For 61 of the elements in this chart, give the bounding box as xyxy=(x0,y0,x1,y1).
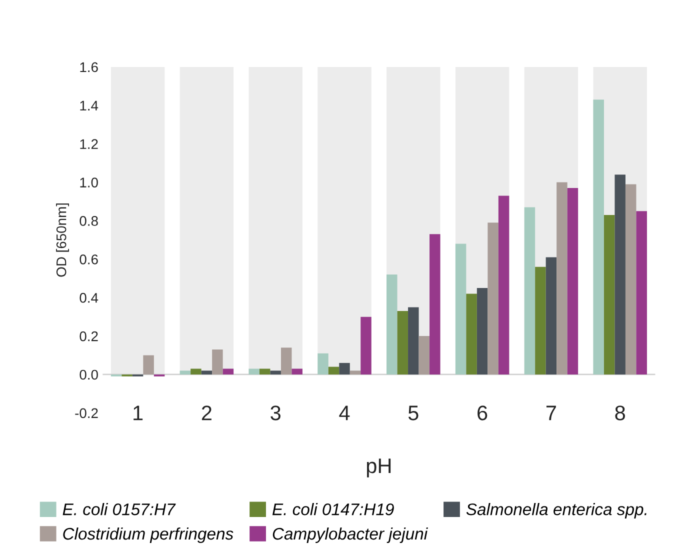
x-tick-label: 3 xyxy=(270,406,280,420)
bar xyxy=(292,368,302,374)
bar xyxy=(455,244,466,374)
bar xyxy=(524,207,536,374)
x-tick-label: 1 xyxy=(134,406,143,420)
bar xyxy=(614,174,626,374)
bar xyxy=(360,316,372,374)
bar xyxy=(418,336,430,374)
legend-label: Salmonella enterica spp. xyxy=(466,503,646,519)
bar xyxy=(350,370,361,374)
bar xyxy=(339,362,350,374)
y-tick-label: 0.8 xyxy=(80,216,98,226)
bar xyxy=(259,368,270,374)
bar xyxy=(408,307,419,374)
bar xyxy=(201,370,212,374)
x-axis-title: pH xyxy=(366,458,391,478)
bar xyxy=(270,370,281,374)
bar xyxy=(386,274,398,374)
bar xyxy=(625,184,636,374)
bar xyxy=(222,368,234,374)
legend-label: Campylobacter jejuni xyxy=(272,527,428,543)
bar xyxy=(430,234,440,374)
y-tick-label: 1.4 xyxy=(80,100,98,110)
x-tick-label: 6 xyxy=(478,406,488,420)
x-tick-label: 7 xyxy=(546,406,556,420)
bar xyxy=(318,353,328,374)
legend-label: Clostridium perfringens xyxy=(63,527,234,543)
bar xyxy=(212,349,223,374)
y-tick-label: 1.6 xyxy=(80,62,98,72)
y-tick-label: 0.0 xyxy=(80,370,98,380)
bar xyxy=(546,257,557,374)
y-tick-label: -0.2 xyxy=(75,408,98,418)
legend-label: E. coli 0157:H7 xyxy=(62,503,176,516)
bar xyxy=(556,182,568,374)
bar xyxy=(604,214,615,374)
x-tick-label: 8 xyxy=(615,406,625,420)
x-tick-label: 2 xyxy=(202,406,212,420)
bar xyxy=(498,196,510,374)
bar xyxy=(567,188,578,374)
bar xyxy=(466,294,477,374)
legend-label: E. coli 0147:H19 xyxy=(272,503,394,516)
y-tick-label: 0.6 xyxy=(80,254,98,264)
x-tick-label: 4 xyxy=(339,406,350,420)
y-tick-label: 0.2 xyxy=(80,331,98,342)
y-tick-label: 1.0 xyxy=(80,178,98,188)
y-tick-label: 0.4 xyxy=(80,292,98,303)
bar xyxy=(397,311,408,374)
bar xyxy=(328,366,340,374)
bar xyxy=(636,211,647,374)
y-axis-title: OD [650nm] xyxy=(56,203,70,277)
bar xyxy=(593,100,604,374)
y-tick-label: 1.2 xyxy=(80,139,98,149)
bar xyxy=(280,348,292,374)
bar xyxy=(143,355,154,374)
bar xyxy=(180,370,191,374)
bar xyxy=(190,368,202,374)
bar xyxy=(248,368,260,374)
bar xyxy=(488,222,498,374)
x-tick-label: 5 xyxy=(408,406,418,420)
bar xyxy=(476,288,488,374)
bar xyxy=(535,266,546,374)
